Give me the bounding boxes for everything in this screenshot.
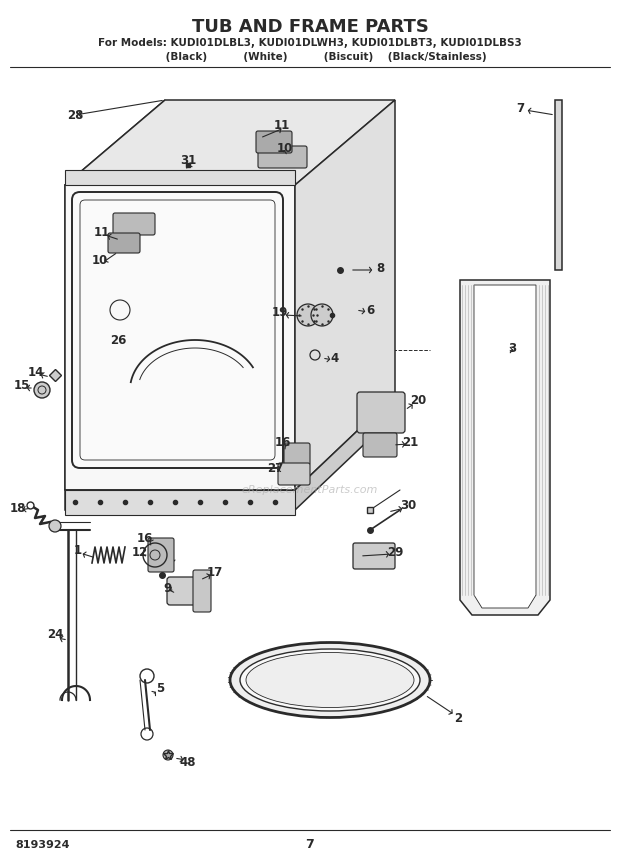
FancyBboxPatch shape <box>278 463 310 485</box>
Text: 11: 11 <box>94 225 110 239</box>
Text: 29: 29 <box>387 545 403 558</box>
Text: 11: 11 <box>274 118 290 132</box>
FancyBboxPatch shape <box>258 146 307 168</box>
Text: 14: 14 <box>28 366 44 378</box>
Text: 19: 19 <box>272 306 288 318</box>
Text: 17: 17 <box>207 566 223 579</box>
Text: 24: 24 <box>47 628 63 641</box>
Circle shape <box>34 382 50 398</box>
Text: 4: 4 <box>331 352 339 365</box>
Text: (Black)          (White)          (Biscuit)    (Black/Stainless): (Black) (White) (Biscuit) (Black/Stainle… <box>133 52 487 62</box>
Text: 5: 5 <box>156 681 164 694</box>
Text: eReplacementParts.com: eReplacementParts.com <box>242 485 378 495</box>
FancyBboxPatch shape <box>284 443 310 465</box>
Circle shape <box>49 520 61 532</box>
Polygon shape <box>460 280 550 615</box>
FancyBboxPatch shape <box>108 233 140 253</box>
Polygon shape <box>474 285 536 608</box>
Polygon shape <box>65 100 395 185</box>
Polygon shape <box>65 490 295 510</box>
FancyBboxPatch shape <box>193 570 211 612</box>
Text: 30: 30 <box>400 498 416 512</box>
Text: 21: 21 <box>402 436 418 449</box>
Text: 16: 16 <box>137 532 153 544</box>
Ellipse shape <box>240 649 420 711</box>
Text: 7: 7 <box>516 102 524 115</box>
Polygon shape <box>65 100 165 490</box>
Text: 18: 18 <box>10 502 26 514</box>
FancyBboxPatch shape <box>256 131 292 153</box>
Polygon shape <box>295 100 395 490</box>
Text: 28: 28 <box>67 109 83 122</box>
Text: 48: 48 <box>180 756 197 769</box>
Ellipse shape <box>246 652 414 708</box>
Polygon shape <box>295 395 395 510</box>
Text: 8193924: 8193924 <box>15 840 69 850</box>
FancyBboxPatch shape <box>113 213 155 235</box>
Ellipse shape <box>230 643 430 717</box>
Circle shape <box>311 304 333 326</box>
Polygon shape <box>65 185 295 490</box>
Text: 9: 9 <box>164 581 172 595</box>
FancyBboxPatch shape <box>148 538 174 572</box>
FancyBboxPatch shape <box>353 543 395 569</box>
Text: 12: 12 <box>132 545 148 558</box>
FancyBboxPatch shape <box>363 433 397 457</box>
Text: 26: 26 <box>110 334 126 347</box>
FancyBboxPatch shape <box>72 192 283 468</box>
FancyBboxPatch shape <box>167 577 205 605</box>
Text: 15: 15 <box>14 378 30 391</box>
Text: 16: 16 <box>275 436 291 449</box>
Text: 1: 1 <box>74 544 82 556</box>
Polygon shape <box>65 170 295 185</box>
Text: 10: 10 <box>92 253 108 266</box>
Circle shape <box>297 304 319 326</box>
Text: 7: 7 <box>306 839 314 852</box>
Text: 31: 31 <box>180 153 196 167</box>
FancyBboxPatch shape <box>357 392 405 433</box>
Text: 10: 10 <box>277 141 293 154</box>
Text: 3: 3 <box>508 342 516 354</box>
Text: 27: 27 <box>267 461 283 474</box>
Text: 20: 20 <box>410 394 426 407</box>
Text: 2: 2 <box>454 711 462 724</box>
Text: 8: 8 <box>376 261 384 275</box>
Polygon shape <box>65 490 295 515</box>
Text: For Models: KUDI01DLBL3, KUDI01DLWH3, KUDI01DLBT3, KUDI01DLBS3: For Models: KUDI01DLBL3, KUDI01DLWH3, KU… <box>98 38 522 48</box>
Text: 6: 6 <box>366 304 374 317</box>
Circle shape <box>163 750 173 760</box>
Text: TUB AND FRAME PARTS: TUB AND FRAME PARTS <box>192 18 428 36</box>
Polygon shape <box>555 100 562 270</box>
